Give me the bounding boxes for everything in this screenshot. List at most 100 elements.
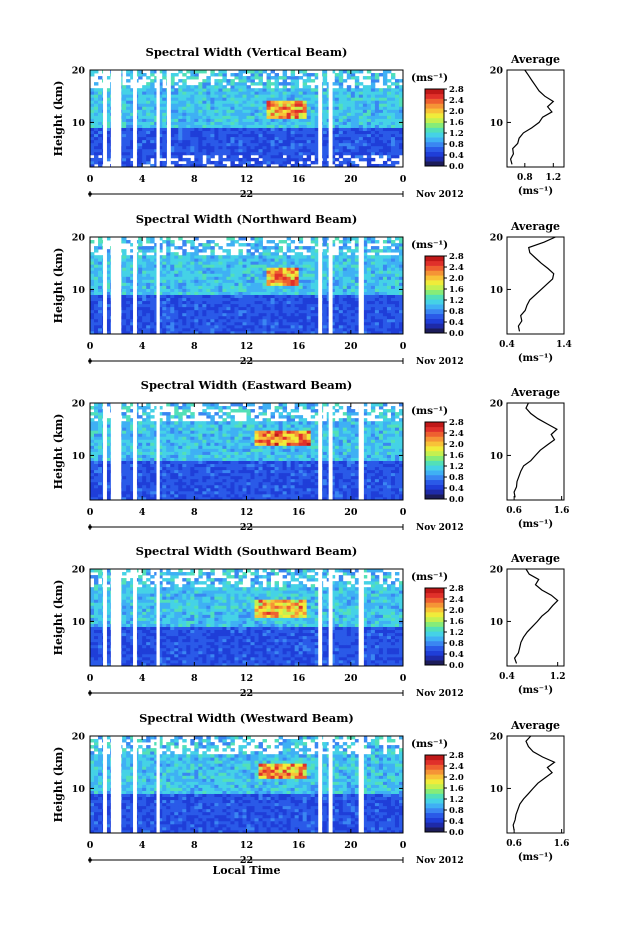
avg-x-label: (ms⁻¹) [518,519,553,530]
data-gap [133,237,137,334]
x-tick-label: 8 [191,673,198,684]
panel-title: Spectral Width (Westward Beam) [139,711,354,725]
data-gap [328,736,333,833]
data-gap [328,403,333,500]
avg-y-tick-label: 10 [490,285,504,296]
colorbar-tick-label: 2.8 [449,751,464,761]
average-line [513,568,559,664]
colorbar-tick-label: 0.0 [449,162,464,172]
data-gap [328,569,333,666]
colorbar-tick-label: 1.6 [449,118,464,128]
x-tick-label: 8 [191,840,198,851]
data-gap [166,70,171,167]
y-axis-label: Height (km) [52,81,65,157]
colorbar-tick-label: 0.4 [449,817,464,827]
colorbar-tick-label: 0.8 [449,307,464,317]
y-tick-label: 20 [72,565,86,576]
colorbar-unit: (ms⁻¹) [411,405,448,417]
colorbar: 2.82.42.01.61.20.80.40.0 [424,751,464,838]
day-label: 22 [240,189,253,200]
colorbar-tick-label: 1.2 [449,129,464,139]
data-gap [110,70,122,167]
data-gap [133,569,137,666]
average-line [509,69,555,165]
y-axis-label: Height (km) [52,580,65,656]
data-gap [358,569,364,666]
colorbar-unit: (ms⁻¹) [411,738,448,750]
average-title: Average [510,552,560,565]
average-profile: Average 20 10 0.6 1.6(ms⁻¹) [490,719,570,863]
data-gap [110,237,122,334]
colorbar-tick-label: 2.0 [449,274,464,284]
x-tick-label: 12 [240,174,253,185]
avg-x-tick-label: 0.4 [499,340,515,350]
colorbar-tick-label: 0.0 [449,329,464,339]
colorbar-tick-label: 0.8 [449,639,464,649]
data-gap [103,403,107,500]
x-tick-label: 16 [292,174,306,185]
y-tick-label: 20 [72,732,86,743]
average-line [512,735,556,831]
colorbar-tick-label: 2.0 [449,440,464,450]
date-label: Nov 2012 [416,856,464,866]
data-gap [110,569,122,666]
data-gap [358,237,364,334]
average-profile: Average 20 10 0.4 1.4(ms⁻¹) [490,220,572,364]
data-gap [133,403,137,500]
colorbar-tick-label: 0.4 [449,318,464,328]
average-profile: Average 20 10 0.6 1.6(ms⁻¹) [490,386,570,530]
date-axis-marker [88,858,92,862]
data-gap [318,569,323,666]
colorbar-frame [424,88,445,167]
avg-x-tick-label: 0.6 [506,839,522,849]
x-tick-label: 20 [344,840,358,851]
avg-x-label: (ms⁻¹) [518,186,553,197]
avg-y-tick-label: 20 [490,399,504,410]
colorbar-tick-label: 2.4 [449,96,464,106]
date-axis-marker [88,359,92,363]
avg-x-tick-label: 1.2 [545,173,561,183]
colorbar-tick-label: 1.6 [449,451,464,461]
colorbar: 2.82.42.01.61.20.80.40.0 [424,584,464,671]
panel-3: Spectral Width (Southward Beam) 0 4 8 12 16 20… [52,544,566,699]
date-label: Nov 2012 [416,190,464,200]
y-axis-label: Height (km) [52,414,65,490]
x-tick-label: 20 [344,507,358,518]
colorbar-tick-label: 1.6 [449,784,464,794]
x-tick-label: 0 [87,341,94,352]
data-gap [318,237,323,334]
data-gap [156,237,160,334]
data-gap [103,237,107,334]
data-gap [103,569,107,666]
x-tick-label: 0 [400,840,407,851]
y-axis-label: Height (km) [52,248,65,324]
colorbar-tick-label: 0.8 [449,140,464,150]
colorbar-tick-label: 2.8 [449,85,464,95]
colorbar-tick-label: 2.8 [449,418,464,428]
average-title: Average [510,719,560,732]
x-tick-label: 0 [400,174,407,185]
average-frame [506,236,565,335]
x-tick-label: 12 [240,840,253,851]
heatmap-cells [90,70,404,168]
panel-title: Spectral Width (Southward Beam) [136,544,358,558]
colorbar-tick-label: 0.8 [449,806,464,816]
colorbar-tick-label: 1.2 [449,795,464,805]
x-tick-label: 0 [87,673,94,684]
x-tick-label: 20 [344,673,358,684]
y-tick-label: 10 [72,451,86,462]
x-axis-label: Local Time [213,864,281,877]
avg-x-label: (ms⁻¹) [518,353,553,364]
data-gap [358,736,364,833]
avg-y-tick-label: 20 [490,233,504,244]
average-frame [506,735,565,834]
data-gap [103,736,107,833]
average-frame [506,402,565,501]
y-tick-label: 20 [72,233,86,244]
avg-x-tick-label: 1.6 [554,506,570,516]
date-axis-marker [88,525,92,529]
colorbar-tick-label: 2.4 [449,429,464,439]
data-gap [156,736,160,833]
day-label: 22 [240,855,253,866]
data-gap [156,569,160,666]
